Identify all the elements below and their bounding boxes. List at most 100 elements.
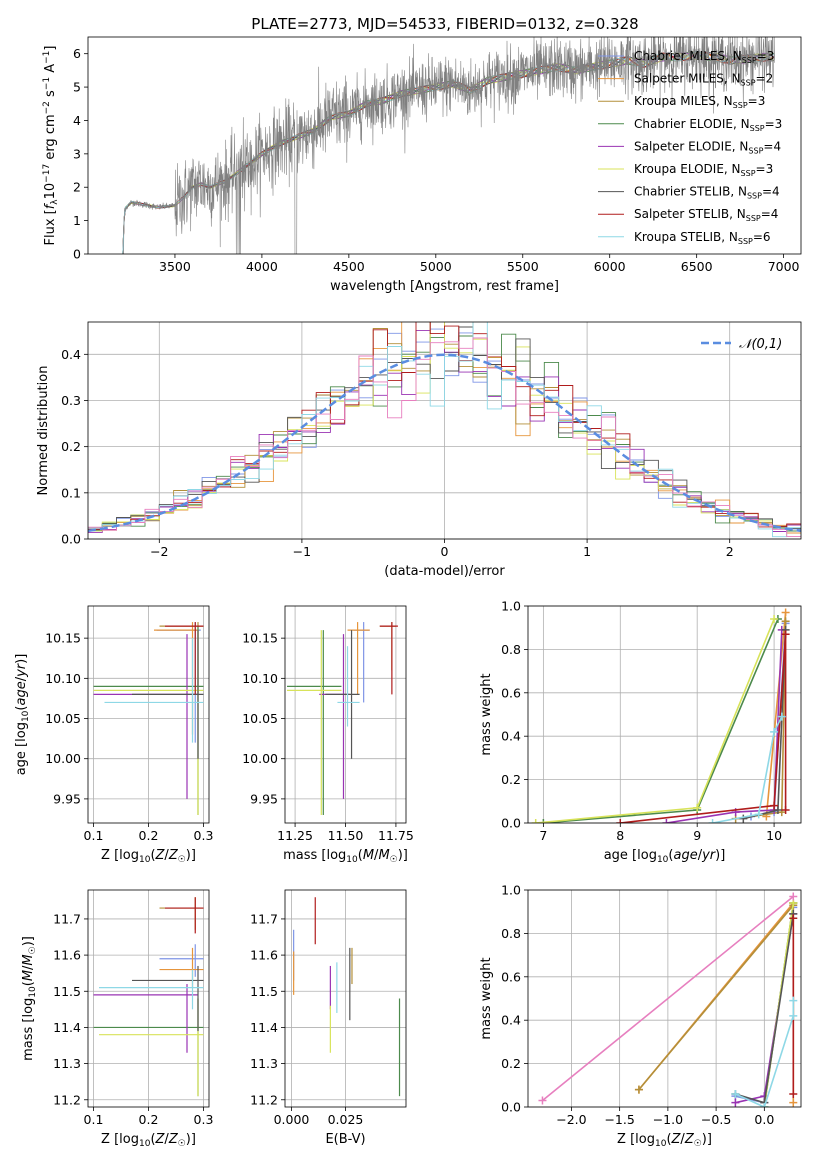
y-tick-label: 2 [73, 180, 81, 195]
y-tick-label: 3 [73, 146, 81, 161]
residuals-xlabel: (data-model)/error [384, 564, 505, 579]
x-tick-label: 0.0 [754, 1112, 774, 1127]
mass-weight-marker [789, 1098, 798, 1107]
weight_vs_age-axes: 7 8 9 10 0.0 0.2 0.4 0.6 0.8 1.0 age [log10(age/yr… [479, 599, 802, 865]
age_vs_Z-frame [87, 605, 210, 824]
mass-weight-marker [789, 996, 798, 1005]
figure-title: PLATE=2773, MJD=54533, FIBERID=0132, z=0… [251, 15, 638, 33]
mass-weight-marker [531, 819, 540, 823]
legend-label: Chabrier ELODIE, NSSP=3 [634, 117, 782, 133]
normal-pdf-curve [88, 353, 801, 533]
y-tick-label: 0.3 [61, 393, 81, 408]
x-tick-label: −2 [150, 544, 168, 559]
y-tick-label: 1.0 [501, 883, 521, 898]
x-tick-label: 11.50 [328, 828, 364, 843]
x-tick-label: 0 [441, 544, 449, 559]
y-tick-label: 11.3 [250, 1056, 278, 1071]
mass-weight-marker [770, 615, 779, 624]
x-tick-label: 1 [583, 544, 591, 559]
spectrum-ylabel: Flux [fλ10−17 erg cm−2 s−1 A−1] [42, 46, 60, 246]
y-tick-label: 10.10 [242, 671, 278, 686]
mass-weight-marker [770, 727, 779, 736]
x-tick-label: 4000 [246, 259, 278, 274]
y-tick-label: 11.5 [250, 984, 278, 999]
y-tick-label: 11.4 [53, 1020, 81, 1035]
mass-weight-marker [789, 1089, 798, 1098]
residual-histogram-step [88, 337, 801, 538]
weight_vs_age-xlabel: age [log10(age/yr)] [604, 848, 726, 865]
legend-label: Kroupa MILES, NSSP=3 [634, 94, 765, 110]
mass-weight-line [541, 895, 794, 1102]
mass-weight-marker [789, 1011, 798, 1020]
y-tick-label: 0.1 [61, 485, 81, 500]
mass-weight-marker [538, 1096, 547, 1105]
weight_vs_Z-axes: −2.0 −1.5 −1.0 −0.5 0.0 0.0 0.2 0.4 0.6 0.8 1.0 Z [… [479, 883, 802, 1149]
x-tick-label: 0.2 [139, 828, 159, 843]
residual-histogram-step [88, 322, 801, 538]
mass-weight-marker [634, 1085, 643, 1094]
mass-weight-marker [781, 630, 790, 639]
age_vs_mass-grid [285, 606, 406, 823]
y-tick-label: 11.4 [250, 1020, 278, 1035]
legend-label: Salpeter ELODIE, NSSP=4 [634, 139, 781, 155]
x-tick-label: 0.2 [139, 1112, 159, 1127]
x-tick-label: 3500 [159, 259, 191, 274]
spectrum-frame [87, 36, 802, 255]
mass-weight-marker [539, 819, 548, 823]
y-tick-label: 10.10 [45, 671, 81, 686]
legend-label: Chabrier MILES, NSSP=3 [634, 49, 774, 65]
y-tick-label: 11.6 [250, 948, 278, 963]
y-tick-label: 1 [73, 213, 81, 228]
y-tick-label: 9.95 [250, 791, 278, 806]
mass-weight-line [638, 904, 794, 1091]
age_vs_Z-ylabel: age [log10(age/yr)] [14, 654, 31, 776]
mass-weight-marker [770, 801, 779, 810]
x-tick-label: 10 [766, 828, 782, 843]
y-tick-label: 11.2 [250, 1092, 278, 1107]
residuals-plot-area [88, 322, 801, 538]
age_vs_mass-plot-area [287, 622, 398, 815]
x-tick-label: −1.5 [604, 1112, 634, 1127]
mass-weight-marker [773, 805, 782, 814]
spectrum-xlabel: wavelength [Angstrom, rest frame] [330, 279, 559, 294]
spectrum-plot-area [122, 37, 775, 254]
age_vs_mass-frame [284, 605, 407, 824]
age_vs_Z-xlabel: Z [log10(Z/Z☉)] [101, 848, 196, 865]
x-tick-label: −1 [293, 544, 311, 559]
age_vs_Z-grid [88, 606, 209, 823]
mass-weight-marker [777, 712, 786, 721]
y-tick-label: 0 [73, 247, 81, 262]
spectrum-legend: Chabrier MILES, NSSP=3 Salpeter MILES, NS… [598, 49, 782, 246]
y-tick-label: 0.4 [501, 729, 521, 744]
weight_vs_age-plot-area [531, 608, 790, 823]
weight_vs_Z-ylabel: mass weight [479, 957, 494, 1039]
mass-weight-line [735, 1000, 795, 1107]
mass-weight-marker [760, 1103, 769, 1107]
mass-weight-marker [616, 819, 625, 823]
mass-weight-marker [789, 892, 798, 901]
y-tick-label: 0.0 [61, 532, 81, 547]
residuals-ylabel: Normed distribution [36, 366, 51, 496]
y-tick-label: 0.6 [501, 685, 521, 700]
mass-weight-marker [781, 805, 790, 814]
mass_vs_ebv-grid [285, 890, 406, 1107]
y-tick-label: 9.95 [53, 791, 81, 806]
mass_vs_ebv-axes: 0.000 0.025 11.2 11.3 11.4 11.5 11.6 11.7 E(B-V) [250, 889, 407, 1147]
mass-weight-line [666, 629, 783, 823]
weight_vs_age-frame [527, 605, 802, 824]
y-tick-label: 11.3 [53, 1056, 81, 1071]
x-tick-label: 0.000 [274, 1112, 310, 1127]
y-tick-label: 10.15 [45, 631, 81, 646]
residuals-frame [87, 321, 802, 540]
legend-label: Chabrier STELIB, NSSP=4 [634, 185, 780, 201]
y-tick-label: 0.8 [501, 642, 521, 657]
age_vs_Z-plot-area [93, 622, 204, 815]
y-tick-label: 10.00 [45, 751, 81, 766]
x-tick-label: 7 [539, 828, 547, 843]
x-tick-label: 0.025 [328, 1112, 364, 1127]
age_vs_Z-axes: 0.1 0.2 0.3 9.95 10.00 10.05 10.10 10.15 Z [log1… [14, 605, 213, 865]
mass_vs_ebv-frame [284, 889, 407, 1108]
x-tick-label: 5500 [507, 259, 539, 274]
y-tick-label: 6 [73, 46, 81, 61]
